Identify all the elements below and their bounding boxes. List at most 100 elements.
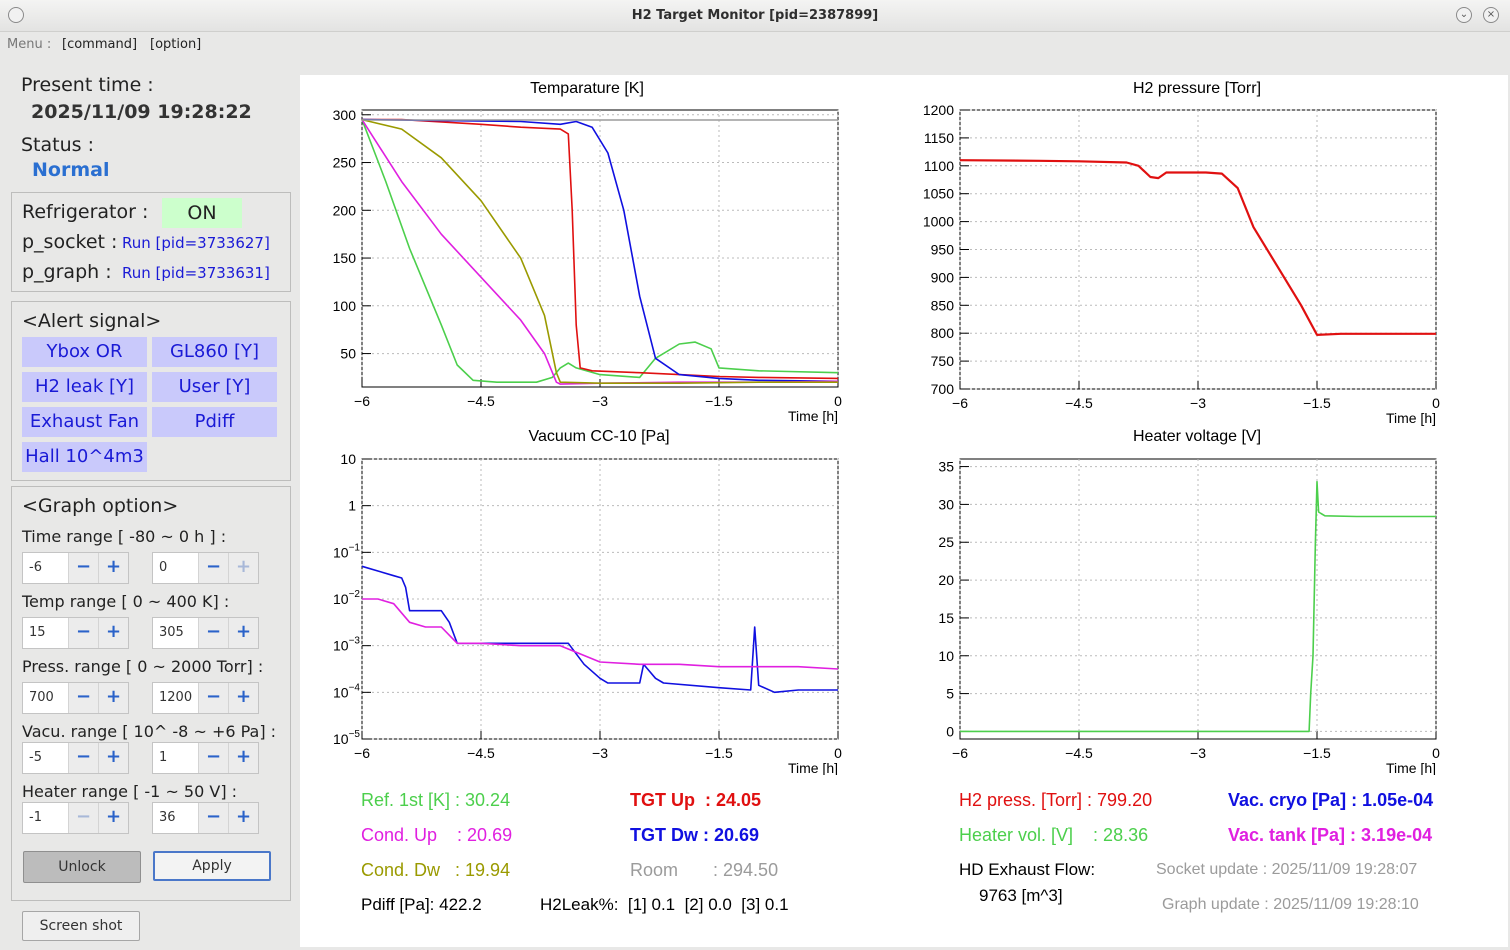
x-tick-label: 0: [834, 393, 842, 409]
graph-update: Graph update : 2025/11/09 19:28:10: [1162, 896, 1419, 913]
y-tick-label: 50: [340, 346, 356, 362]
y-tick-label: 900: [931, 269, 955, 285]
title-bar: H2 Target Monitor [pid=2387899] ⌄ ×: [0, 0, 1510, 32]
temp-range-label: Temp range [ 0 ~ 400 K] :: [22, 592, 230, 611]
menu-option[interactable]: [option]: [150, 37, 202, 52]
p-graph-label: p_graph :: [22, 261, 112, 283]
press-max-spinner[interactable]: 1200 − +: [152, 682, 259, 714]
apply-button[interactable]: Apply: [153, 851, 271, 881]
heater-min-input[interactable]: -1: [23, 803, 68, 833]
graph-area: Temparature [K] H2 pressure [Torr] Vacuu…: [300, 75, 1508, 947]
press-min-spinner[interactable]: 700 − +: [22, 682, 129, 714]
plus-icon[interactable]: +: [228, 743, 258, 773]
readout-h2press: H2 press. [Torr] : 799.20: [959, 790, 1153, 810]
y-tick-label: 10−1: [333, 542, 360, 560]
y-tick-label: 10−3: [333, 636, 360, 654]
vac-range-label: Vacu. range [ 10^ -8 ~ +6 Pa] :: [22, 722, 277, 741]
temp-min-input[interactable]: 15: [23, 618, 68, 648]
y-tick-label: 100: [333, 298, 357, 314]
plus-icon[interactable]: +: [98, 683, 128, 713]
time-max-spinner[interactable]: 0 − +: [152, 552, 259, 584]
plus-icon[interactable]: +: [228, 803, 258, 833]
y-tick-label: 30: [938, 496, 954, 512]
vac-max-spinner[interactable]: 1 − +: [152, 742, 259, 774]
x-tick-label: −4.5: [1065, 395, 1093, 411]
alert-panel: <Alert signal> Ybox OR GL860 [Y] H2 leak…: [11, 301, 291, 481]
vac-min-input[interactable]: -5: [23, 743, 68, 773]
plus-icon[interactable]: +: [228, 553, 258, 583]
minus-icon[interactable]: −: [68, 743, 98, 773]
press-range-label: Press. range [ 0 ~ 2000 Torr] :: [22, 657, 264, 676]
readout-cond-dw: Cond. Dw : 19.94: [361, 860, 511, 880]
x-tick-label: −4.5: [467, 745, 495, 761]
vac-max-input[interactable]: 1: [153, 743, 198, 773]
y-tick-label: 10−4: [333, 682, 360, 700]
temp-max-spinner[interactable]: 305 − +: [152, 617, 259, 649]
time-range-label: Time range [ -80 ~ 0 h ] :: [22, 527, 227, 546]
readout-pdiff: Pdiff [Pa]: 422.2: [361, 895, 482, 914]
y-tick-label: 25: [938, 534, 954, 550]
alert-title: <Alert signal>: [22, 310, 162, 332]
y-tick-label: 750: [931, 353, 955, 369]
unlock-button[interactable]: Unlock: [23, 851, 141, 883]
minus-icon[interactable]: −: [68, 553, 98, 583]
alert-gl860[interactable]: GL860 [Y]: [152, 337, 277, 367]
menu-command[interactable]: [command]: [62, 37, 138, 52]
heater-min-spinner[interactable]: -1 − +: [22, 802, 129, 834]
minus-icon[interactable]: −: [68, 683, 98, 713]
y-tick-label: 1: [348, 498, 356, 514]
socket-update: Socket update : 2025/11/09 19:28:07: [1156, 861, 1418, 878]
plus-icon[interactable]: +: [98, 618, 128, 648]
x-tick-label: −3: [592, 393, 608, 409]
time-min-spinner[interactable]: -6 − +: [22, 552, 129, 584]
minus-icon[interactable]: −: [198, 553, 228, 583]
readout-room: Room : 294.50: [630, 860, 779, 880]
y-tick-label: 250: [333, 155, 357, 171]
minus-icon[interactable]: −: [198, 803, 228, 833]
minimize-icon[interactable]: ⌄: [1456, 7, 1472, 23]
x-axis-label: Time [h]: [1386, 760, 1436, 775]
readout-vac-tank: Vac. tank [Pa] : 3.19e-04: [1228, 825, 1433, 845]
y-tick-label: 10: [340, 451, 356, 467]
alert-pdiff[interactable]: Pdiff: [152, 407, 277, 437]
x-tick-label: −6: [952, 745, 968, 761]
refrigerator-label: Refrigerator :: [22, 201, 149, 223]
plus-icon[interactable]: +: [98, 803, 128, 833]
plus-icon[interactable]: +: [228, 618, 258, 648]
heater-max-input[interactable]: 36: [153, 803, 198, 833]
plus-icon[interactable]: +: [98, 743, 128, 773]
alert-exhaust-fan[interactable]: Exhaust Fan: [22, 407, 147, 437]
minus-icon[interactable]: −: [68, 803, 98, 833]
y-tick-label: 1100: [924, 158, 954, 174]
x-tick-label: −4.5: [1065, 745, 1093, 761]
screenshot-button[interactable]: Screen shot: [22, 911, 140, 941]
alert-ybox-or[interactable]: Ybox OR: [22, 337, 147, 367]
press-min-input[interactable]: 700: [23, 683, 68, 713]
alert-h2-leak[interactable]: H2 leak [Y]: [22, 372, 147, 402]
alert-user[interactable]: User [Y]: [152, 372, 277, 402]
temp-min-spinner[interactable]: 15 − +: [22, 617, 129, 649]
vac-min-spinner[interactable]: -5 − +: [22, 742, 129, 774]
plus-icon[interactable]: +: [98, 553, 128, 583]
x-axis-label: Time [h]: [1386, 410, 1436, 426]
x-tick-label: −3: [1190, 745, 1206, 761]
close-icon[interactable]: ×: [1483, 7, 1499, 23]
time-max-input[interactable]: 0: [153, 553, 198, 583]
alert-hall[interactable]: Hall 10^4m3: [22, 442, 147, 472]
present-time-label: Present time :: [21, 74, 154, 96]
temp-max-input[interactable]: 305: [153, 618, 198, 648]
window-menu-icon[interactable]: [8, 7, 24, 23]
heater-max-spinner[interactable]: 36 − +: [152, 802, 259, 834]
minus-icon[interactable]: −: [198, 618, 228, 648]
minus-icon[interactable]: −: [68, 618, 98, 648]
minus-icon[interactable]: −: [198, 683, 228, 713]
y-tick-label: 850: [931, 297, 955, 313]
plus-icon[interactable]: +: [228, 683, 258, 713]
press-max-input[interactable]: 1200: [153, 683, 198, 713]
minus-icon[interactable]: −: [198, 743, 228, 773]
readout-tgt-dw: TGT Dw : 20.69: [630, 825, 760, 845]
p-graph-value: Run [pid=3733631]: [122, 264, 270, 282]
readout-hd-exhaust-label: HD Exhaust Flow:: [959, 860, 1096, 879]
x-axis-label: Time [h]: [788, 760, 838, 775]
time-min-input[interactable]: -6: [23, 553, 68, 583]
